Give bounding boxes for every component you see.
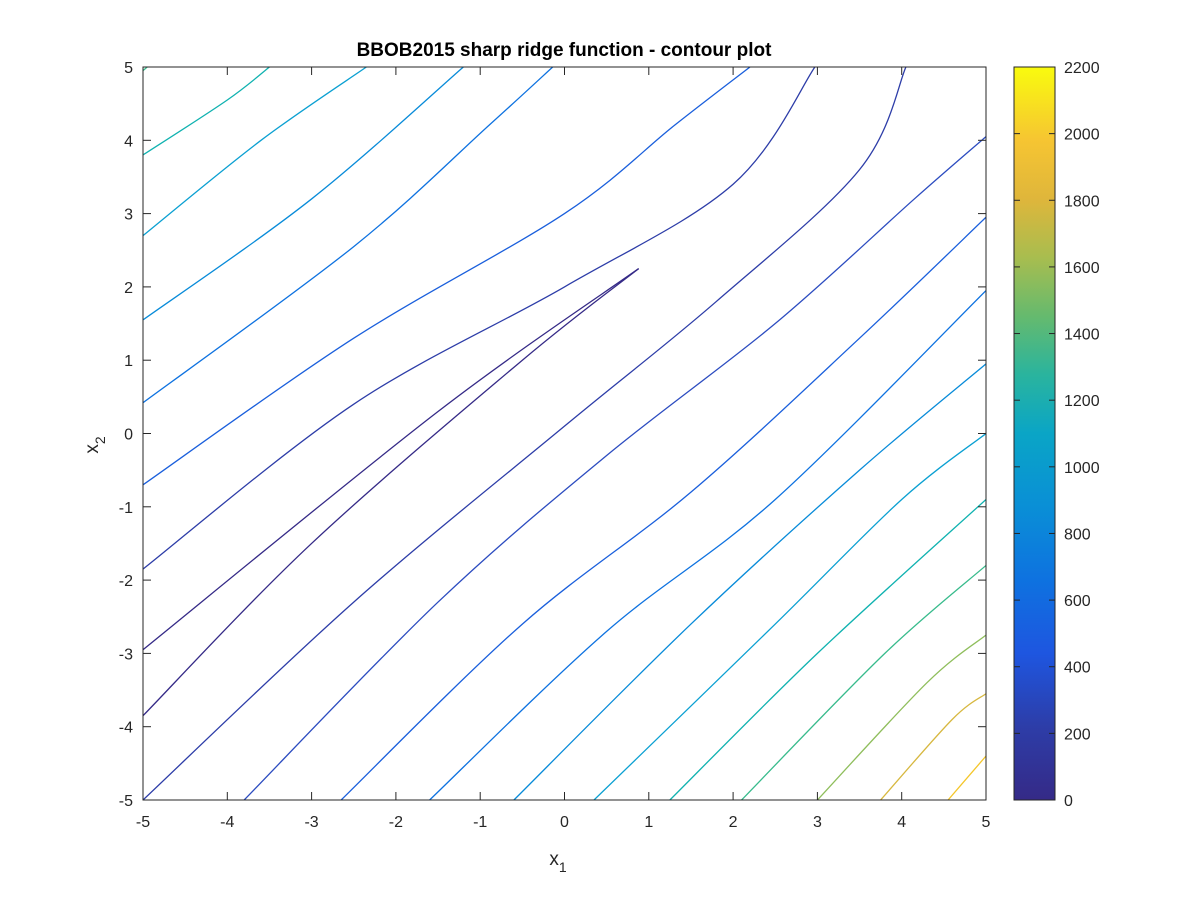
y-axis-ticks: -5 -4 -3 -2 -1 0 1 2 3 4 5 xyxy=(119,60,986,810)
contour-line xyxy=(880,693,986,800)
y-tick-label: -1 xyxy=(119,500,133,517)
colorbar-tick-label: 400 xyxy=(1064,660,1091,677)
contour-line xyxy=(669,498,986,800)
contour-line xyxy=(143,268,640,717)
x-tick-label: -1 xyxy=(473,814,487,831)
y-tick-label: 1 xyxy=(124,353,133,370)
colorbar-tick-label: 1400 xyxy=(1064,327,1100,344)
colorbar-tick-label: 1000 xyxy=(1064,460,1100,477)
y-tick-label: -5 xyxy=(119,793,133,810)
x-tick-label: -2 xyxy=(389,814,403,831)
y-axis-label-subscript: 2 xyxy=(92,436,108,444)
y-axis-label-base: x xyxy=(82,444,103,454)
contour-line xyxy=(243,136,986,800)
y-tick-label: -2 xyxy=(119,573,133,590)
plot-area xyxy=(143,67,986,800)
x-tick-label: 3 xyxy=(813,814,822,831)
y-tick-label: 3 xyxy=(124,207,133,224)
colorbar-tick-label: 0 xyxy=(1064,793,1073,810)
y-tick-label: 0 xyxy=(124,427,133,444)
y-tick-label: 5 xyxy=(124,60,133,77)
contour-line xyxy=(340,216,986,800)
colorbar-ticks: 0 200 400 600 800 1000 1200 1400 1600 1800 2000 220… xyxy=(1014,60,1100,810)
contour-line xyxy=(143,67,148,72)
colorbar-tick-label: 1200 xyxy=(1064,393,1100,410)
contour-line xyxy=(429,290,986,800)
x-axis-label-base: x xyxy=(549,849,559,870)
contour-line xyxy=(143,268,640,651)
colorbar-tick-label: 2200 xyxy=(1064,60,1100,77)
x-tick-label: 0 xyxy=(560,814,569,831)
contour-line xyxy=(816,634,986,800)
y-tick-label: -4 xyxy=(119,720,133,737)
contour-line xyxy=(513,363,986,800)
contour-line xyxy=(143,67,907,800)
contour-line xyxy=(143,67,367,237)
colorbar-tick-label: 800 xyxy=(1064,526,1091,543)
y-tick-label: 4 xyxy=(124,133,133,150)
contour-line xyxy=(593,432,986,800)
contour-line xyxy=(741,564,986,800)
colorbar-tick-label: 1600 xyxy=(1064,260,1100,277)
y-axis-label: x2 xyxy=(82,436,108,454)
y-tick-label: -3 xyxy=(119,646,133,663)
colorbar-tick-label: 2000 xyxy=(1064,127,1100,144)
x-axis-label: x1 xyxy=(549,849,567,875)
contour-line xyxy=(143,67,816,570)
x-tick-label: -4 xyxy=(220,814,234,831)
chart-title: BBOB2015 sharp ridge function - contour … xyxy=(357,40,773,61)
x-axis-ticks: -5 -4 -3 -2 -1 0 1 2 3 4 5 xyxy=(136,67,991,831)
contour-line xyxy=(143,67,464,321)
colorbar xyxy=(1013,66,1056,801)
x-tick-label: -5 xyxy=(136,814,150,831)
colorbar-tick-label: 1800 xyxy=(1064,193,1100,210)
contour-line xyxy=(143,67,270,156)
contour-line xyxy=(143,67,751,486)
x-tick-label: -3 xyxy=(304,814,318,831)
colorbar-tick-label: 600 xyxy=(1064,593,1091,610)
colorbar-tick-label: 200 xyxy=(1064,726,1091,743)
contour-line xyxy=(143,67,554,404)
y-tick-label: 2 xyxy=(124,280,133,297)
contour-lines xyxy=(143,67,986,800)
x-tick-label: 4 xyxy=(897,814,906,831)
x-tick-label: 5 xyxy=(982,814,991,831)
x-axis-label-subscript: 1 xyxy=(559,859,567,875)
x-tick-label: 1 xyxy=(644,814,653,831)
contour-line xyxy=(947,755,986,800)
x-tick-label: 2 xyxy=(729,814,738,831)
